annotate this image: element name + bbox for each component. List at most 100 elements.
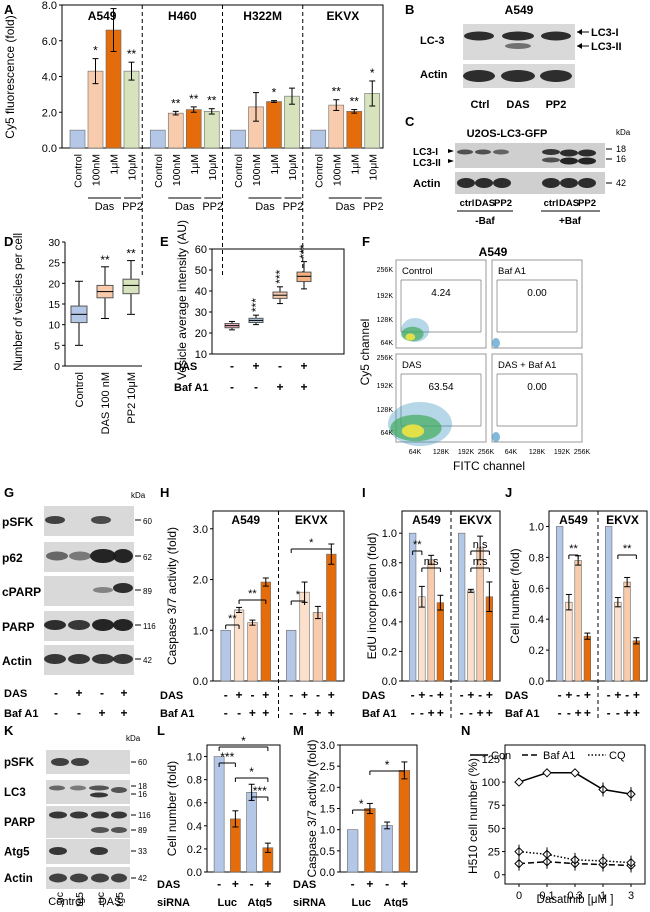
blot-row-label: LC-3 <box>420 35 444 47</box>
blot-band <box>49 811 67 819</box>
significance-mark: * <box>385 758 390 772</box>
density-outer <box>492 432 500 442</box>
condition-sign: - <box>54 706 58 720</box>
condition-sign: - <box>411 706 415 720</box>
blot-band <box>91 811 109 819</box>
condition-sign: - <box>385 877 389 891</box>
density-cloud <box>388 402 452 446</box>
blot-band <box>46 551 68 561</box>
significance-mark: *** <box>297 244 311 258</box>
condition-sign: - <box>289 706 293 720</box>
condition-sign: + <box>428 706 435 720</box>
significance-mark: n.s <box>473 556 488 568</box>
bar <box>69 129 86 149</box>
blot-band <box>541 31 571 41</box>
blot-band <box>70 785 86 791</box>
x-tick-label: 1μM <box>109 154 121 175</box>
group-title: H460 <box>168 9 197 23</box>
plot-frame <box>211 248 345 355</box>
scatter-frame <box>491 259 583 349</box>
arrow-head <box>577 29 582 35</box>
lane-label: ctrl <box>544 198 559 209</box>
panel-letter: M <box>293 723 304 738</box>
bar <box>326 553 337 682</box>
blot-row-label: PARP <box>2 620 34 634</box>
panel-letter: B <box>405 2 414 17</box>
lane-label: DAS <box>475 198 495 209</box>
condition-sign: + <box>120 686 127 700</box>
bar <box>346 829 359 873</box>
blot-row-label: cPARP <box>2 585 41 599</box>
blot-band <box>540 70 572 82</box>
condition-sign: + <box>75 686 82 700</box>
condition-sign: - <box>303 706 307 720</box>
significance-mark: n.s <box>424 556 439 568</box>
quadrant-value: 0.00 <box>527 382 547 393</box>
condition-sign: + <box>614 688 621 702</box>
condition-sign: - <box>224 706 228 720</box>
significance-mark: ** <box>127 47 137 61</box>
y-tick-label: 0.6 <box>529 583 544 595</box>
y-tick-label: 50 <box>195 265 207 277</box>
y-axis-label: H510 cell number (%) <box>466 758 480 874</box>
significance-mark: ** <box>100 253 110 267</box>
bar <box>260 581 271 682</box>
blot-band <box>92 654 114 664</box>
condition-sign: + <box>418 688 425 702</box>
panel-letter: N <box>461 723 470 738</box>
blot-band <box>71 758 89 766</box>
condition-sign: - <box>316 688 320 702</box>
significance-mark: ** <box>332 85 342 99</box>
y-tick-label: 1.5 <box>320 804 335 816</box>
lane-label: DAS <box>559 198 579 209</box>
bar <box>604 526 613 682</box>
y-tick-label: 3.0 <box>320 740 335 752</box>
blot-band <box>49 873 67 883</box>
x-tick-label: 0.1 <box>539 890 554 902</box>
panel-letter: E <box>160 234 169 249</box>
condition-sign: + <box>276 380 283 394</box>
lane-label: DAS <box>506 99 529 111</box>
bar <box>246 792 257 873</box>
condition-label: DAS <box>505 690 528 702</box>
panel-letter: J <box>505 485 512 500</box>
condition-sign: - <box>460 706 464 720</box>
condition-sign: - <box>576 688 580 702</box>
bar <box>312 612 324 682</box>
blot-band <box>91 873 109 883</box>
x-tick-label: 1μM <box>269 154 281 175</box>
group-title: EKVX <box>459 513 492 527</box>
y-tick-label: 2.0 <box>193 575 208 587</box>
blot-band <box>113 654 133 664</box>
condition-sign: - <box>429 688 433 702</box>
condition-label: DAS <box>362 690 385 702</box>
condition-sign: + <box>624 706 631 720</box>
blot-band <box>493 149 509 155</box>
condition-sign: + <box>328 688 335 702</box>
condition-sign: + <box>486 688 493 702</box>
condition-sign: + <box>565 688 572 702</box>
significance-mark: * <box>370 66 375 80</box>
condition-sign: + <box>633 706 640 720</box>
condition-label: DAS <box>160 690 183 702</box>
y-axis-label: Number of vesicles per cell <box>13 233 25 371</box>
significance-mark: n.s <box>473 539 488 551</box>
sirna-label: Atg5 <box>384 897 408 907</box>
blot-band <box>111 811 127 819</box>
x-tick-label: 128K <box>529 449 546 456</box>
blot-band <box>111 873 127 883</box>
blot-lane-bg <box>463 24 575 60</box>
y-tick-label: 20 <box>195 328 207 340</box>
condition-sign: - <box>625 688 629 702</box>
blot-band <box>44 654 66 664</box>
condition-sign: - <box>230 359 234 373</box>
panel-letter: A <box>4 2 14 17</box>
density-outer <box>492 338 500 348</box>
bar <box>266 101 282 149</box>
arrow-label: LC3-I <box>591 27 619 39</box>
blot-band <box>578 149 596 157</box>
group-title: EKVX <box>295 513 328 527</box>
arrow-head <box>577 43 582 49</box>
condition-label: DAS <box>293 879 316 891</box>
